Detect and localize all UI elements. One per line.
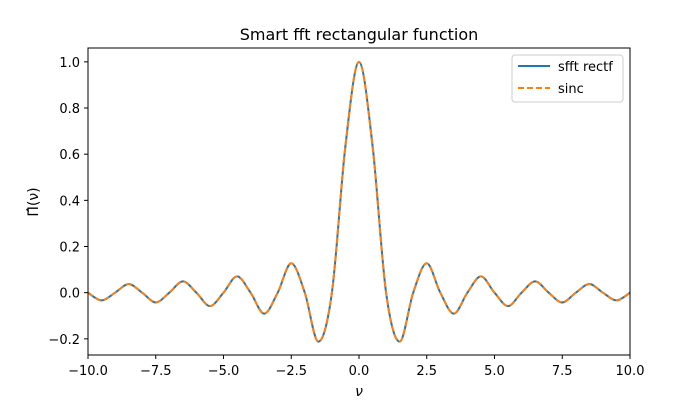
y-tick-label: 0.0 <box>59 287 80 302</box>
y-tick-label: 1.0 <box>59 56 80 71</box>
series-layer <box>88 60 630 343</box>
x-tick-label: −7.5 <box>140 364 172 379</box>
x-tick-label: 0.0 <box>349 364 370 379</box>
y-tick-label: 0.4 <box>59 194 80 209</box>
x-tick-label: −10.0 <box>68 364 108 379</box>
x-axis-label: ν <box>355 384 363 400</box>
y-tick-label: 0.2 <box>59 241 80 256</box>
x-tick-label: 2.5 <box>416 364 437 379</box>
y-tick-label: 0.6 <box>59 148 80 163</box>
x-tick-label: 7.5 <box>552 364 573 379</box>
y-tick-label: −0.2 <box>48 333 80 348</box>
x-tick-label: 10.0 <box>616 364 645 379</box>
y-tick-label: 0.8 <box>59 102 80 117</box>
x-tick-label: −5.0 <box>208 364 240 379</box>
series-line-sinc <box>88 60 630 343</box>
x-axis: −10.0 −7.5 −5.0 −2.5 0.0 2.5 5.0 7.5 10.0 <box>68 355 644 379</box>
y-axis-label: Π̂(ν) <box>26 187 42 216</box>
x-tick-label: 5.0 <box>484 364 505 379</box>
legend-label-sfft-rectf: sfft rectf <box>558 60 613 75</box>
y-axis: −0.2 0.0 0.2 0.4 0.6 0.8 1.0 <box>48 56 88 348</box>
x-tick-label: −2.5 <box>275 364 307 379</box>
legend: sfft rectf sinc <box>511 54 624 103</box>
legend-label-sinc: sinc <box>558 82 584 97</box>
chart-title: Smart fft rectangular function <box>240 25 479 44</box>
